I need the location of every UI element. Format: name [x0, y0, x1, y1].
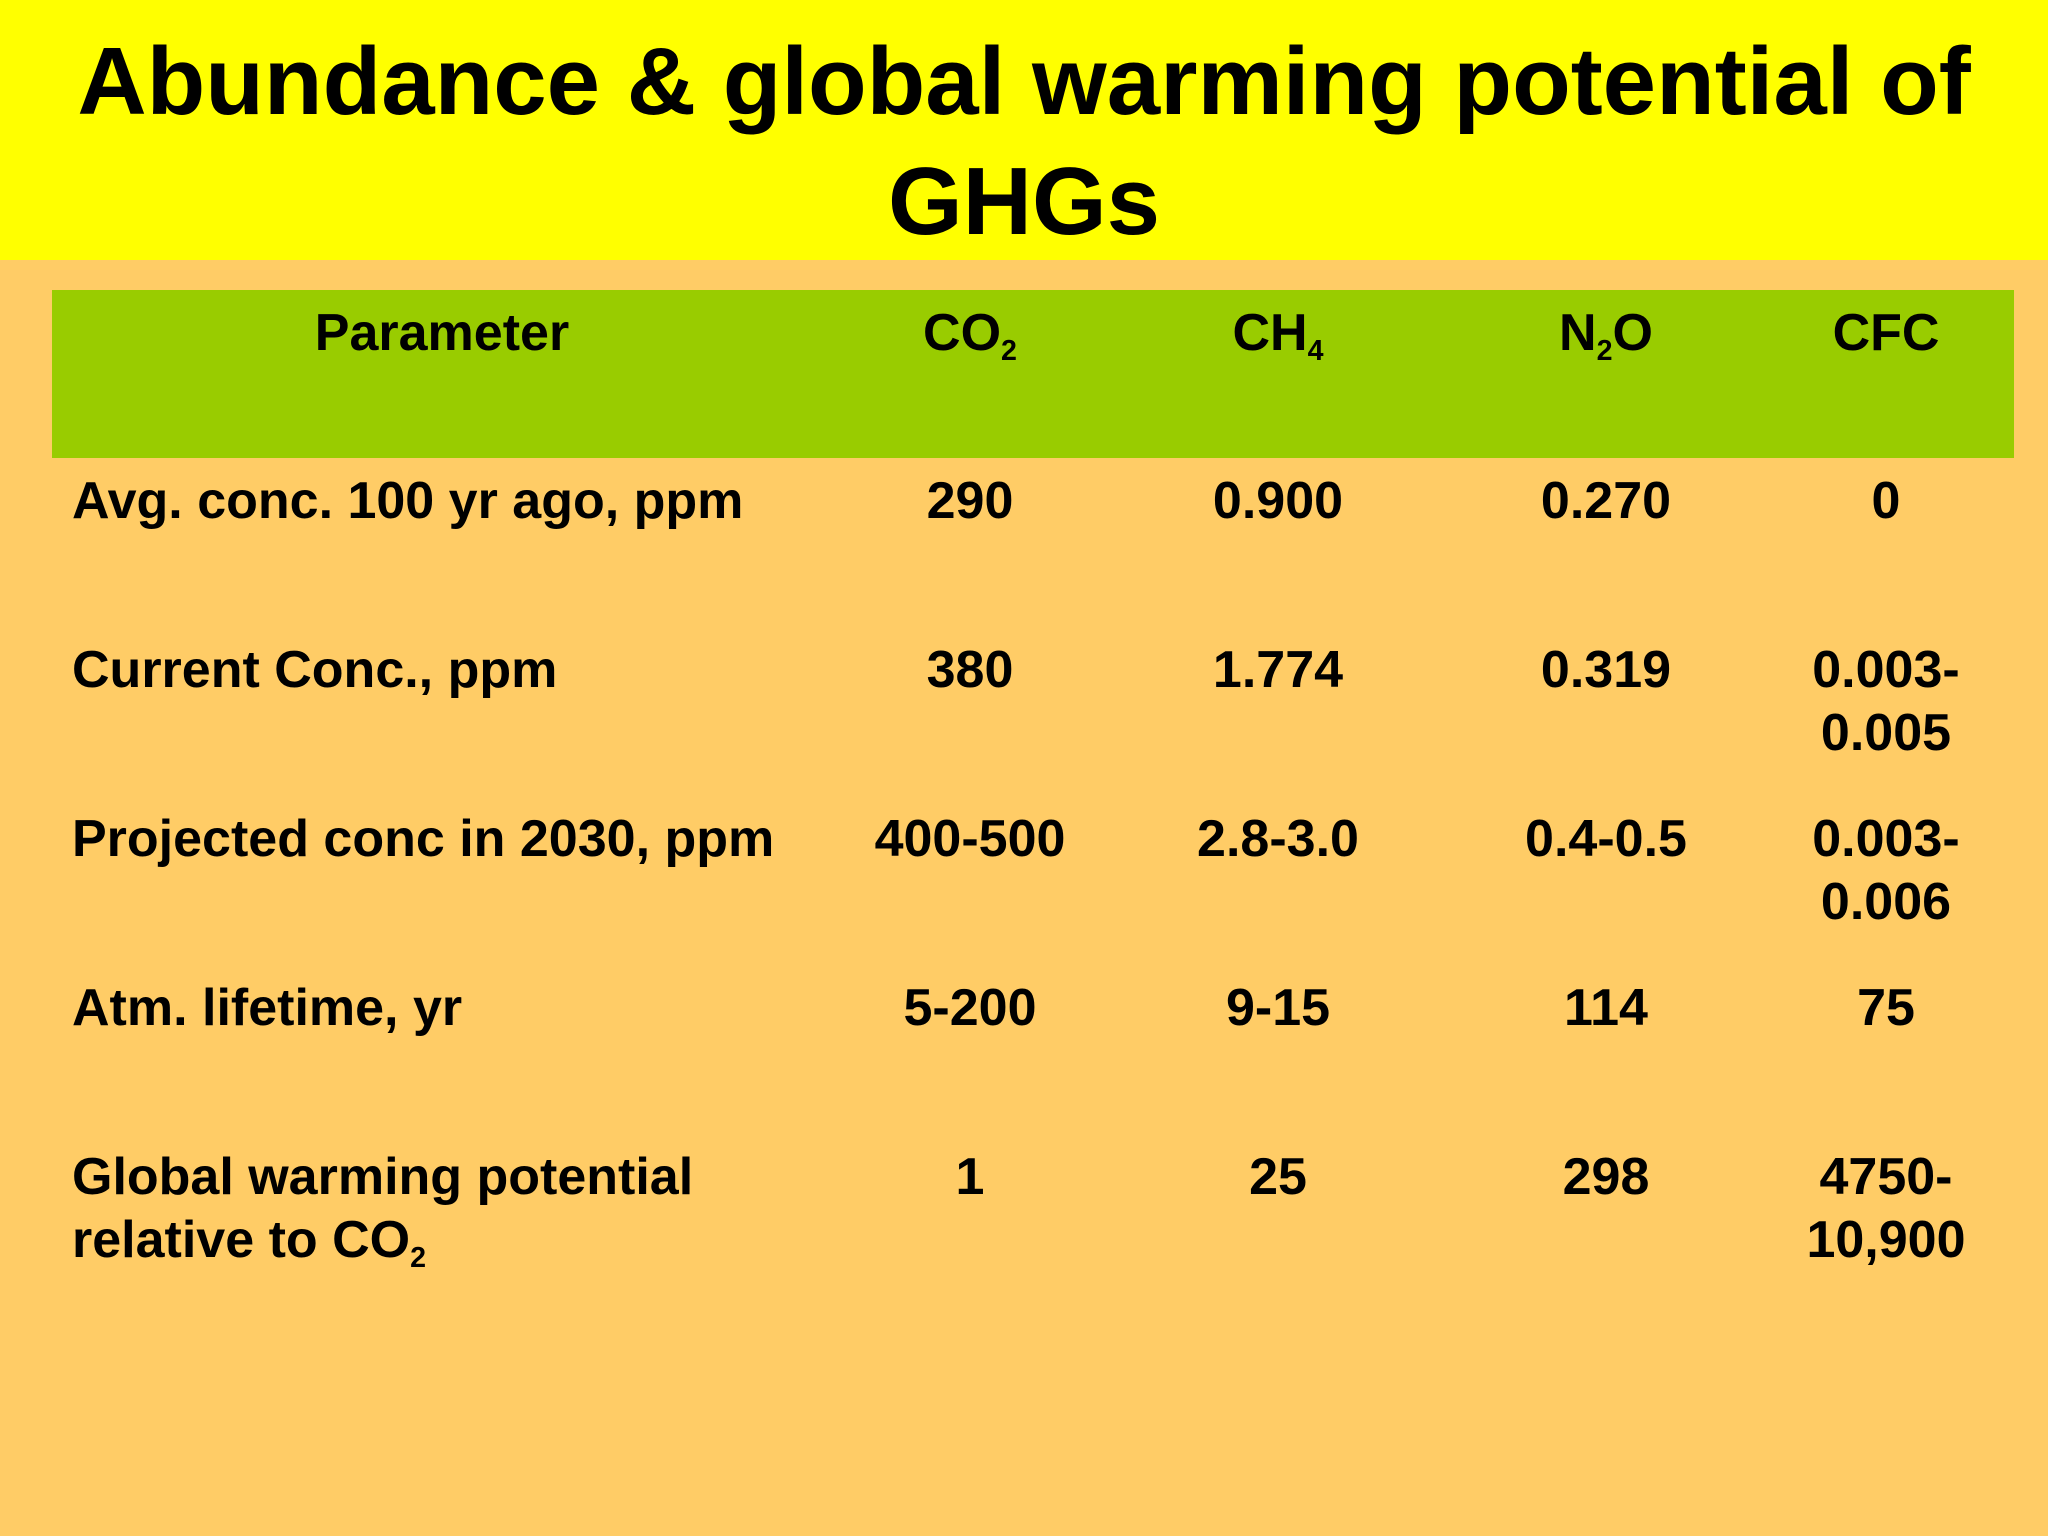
cell-cfc: 0 [1871, 472, 1901, 530]
header-parameter: Parameter [314, 304, 570, 362]
cell-ch4: 0.900 [1212, 472, 1344, 530]
cell-n2o: 0.270 [1540, 472, 1672, 530]
cell-ch4: 25 [1249, 1148, 1307, 1206]
row-label: Global warming potential relative to CO2 [72, 1148, 694, 1274]
title-band [0, 0, 2048, 260]
cell-ch4: 1.774 [1212, 641, 1344, 699]
header-n2o: N2O [1559, 304, 1653, 367]
cell-cfc: 4750-10,900 [1806, 1148, 1966, 1269]
slide-title: Abundance & global warming potential of … [77, 28, 1971, 255]
row-label: Atm. lifetime, yr [72, 979, 463, 1037]
row-label: Projected conc in 2030, ppm [72, 810, 775, 868]
row-label: Current Conc., ppm [72, 641, 558, 699]
cell-co2: 290 [926, 472, 1014, 530]
header-cfc: CFC [1832, 304, 1940, 362]
cell-n2o: 0.4-0.5 [1525, 810, 1687, 868]
cell-n2o: 114 [1564, 979, 1648, 1037]
row-label: Avg. conc. 100 yr ago, ppm [72, 472, 744, 530]
cell-co2: 1 [955, 1148, 985, 1206]
cell-ch4: 2.8-3.0 [1197, 810, 1359, 868]
cell-cfc: 0.003-0.005 [1812, 641, 1960, 762]
cell-co2: 5-200 [903, 979, 1037, 1037]
cell-cfc: 0.003-0.006 [1812, 810, 1960, 931]
header-co2: CO2 [923, 304, 1017, 367]
header-ch4: CH4 [1232, 304, 1324, 367]
cell-ch4: 9-15 [1225, 979, 1331, 1037]
table-header-band [52, 290, 2014, 458]
cell-n2o: 298 [1562, 1148, 1650, 1206]
cell-co2: 380 [926, 641, 1014, 699]
cell-co2: 400-500 [874, 810, 1066, 868]
cell-cfc: 75 [1857, 979, 1915, 1037]
cell-n2o: 0.319 [1540, 641, 1672, 699]
